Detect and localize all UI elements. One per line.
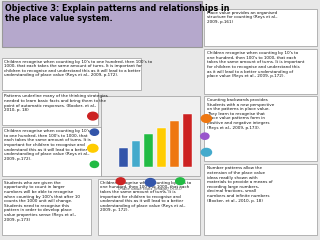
- Circle shape: [116, 178, 125, 185]
- FancyBboxPatch shape: [2, 58, 141, 90]
- Circle shape: [201, 115, 212, 122]
- Bar: [119, 149, 128, 167]
- Text: Children recognise when counting by 10's to one hundred, then 100's to
1000, tha: Children recognise when counting by 10's…: [4, 60, 152, 77]
- Text: Children recognise when counting by 10's
to one hundred, then 100's to 1000, tha: Children recognise when counting by 10's…: [4, 129, 91, 161]
- Circle shape: [88, 112, 98, 120]
- Circle shape: [90, 161, 99, 168]
- Text: Number patterns allow the
extension of the place value
ideas readily shown with
: Number patterns allow the extension of t…: [207, 166, 272, 203]
- FancyBboxPatch shape: [101, 96, 200, 176]
- Bar: [132, 141, 140, 167]
- Text: Children recognise when counting by 10's to
one hundred, then 100's to 1000, tha: Children recognise when counting by 10's…: [207, 51, 304, 78]
- Circle shape: [90, 129, 99, 135]
- FancyBboxPatch shape: [204, 96, 317, 161]
- Circle shape: [88, 144, 98, 152]
- Text: Children recognise when counting by 10's to
one hundred, then 100's to 1000, tha: Children recognise when counting by 10's…: [100, 181, 191, 212]
- FancyBboxPatch shape: [204, 9, 317, 46]
- Text: Objective 3: Explain patterns and relationships in
the place value system.: Objective 3: Explain patterns and relati…: [5, 4, 230, 23]
- Circle shape: [176, 178, 185, 185]
- Text: Students who are given the
opportunity to count in larger
numbers will be able t: Students who are given the opportunity t…: [4, 181, 80, 222]
- Text: Patterns underline many of the thinking strategies
needed to learn basic facts a: Patterns underline many of the thinking …: [4, 94, 108, 112]
- Circle shape: [201, 133, 209, 139]
- FancyBboxPatch shape: [2, 179, 91, 235]
- Bar: [170, 121, 179, 167]
- Bar: [183, 114, 192, 167]
- FancyBboxPatch shape: [2, 1, 202, 47]
- FancyBboxPatch shape: [2, 92, 98, 125]
- Text: Counting backwards provides
Students with a new perspective
on the patterns in p: Counting backwards provides Students wit…: [207, 98, 274, 130]
- FancyBboxPatch shape: [204, 49, 317, 94]
- FancyBboxPatch shape: [204, 164, 317, 235]
- FancyBboxPatch shape: [98, 179, 200, 235]
- Circle shape: [145, 179, 156, 186]
- Circle shape: [201, 148, 212, 156]
- Text: Place value provides an organised
structure for counting (Reys et al.,
2009, p.1: Place value provides an organised struct…: [207, 11, 277, 24]
- FancyBboxPatch shape: [2, 127, 101, 176]
- Bar: [144, 134, 153, 167]
- Bar: [157, 127, 166, 167]
- Text: (Place value tools [image] (n.d.)): (Place value tools [image] (n.d.)): [118, 187, 182, 191]
